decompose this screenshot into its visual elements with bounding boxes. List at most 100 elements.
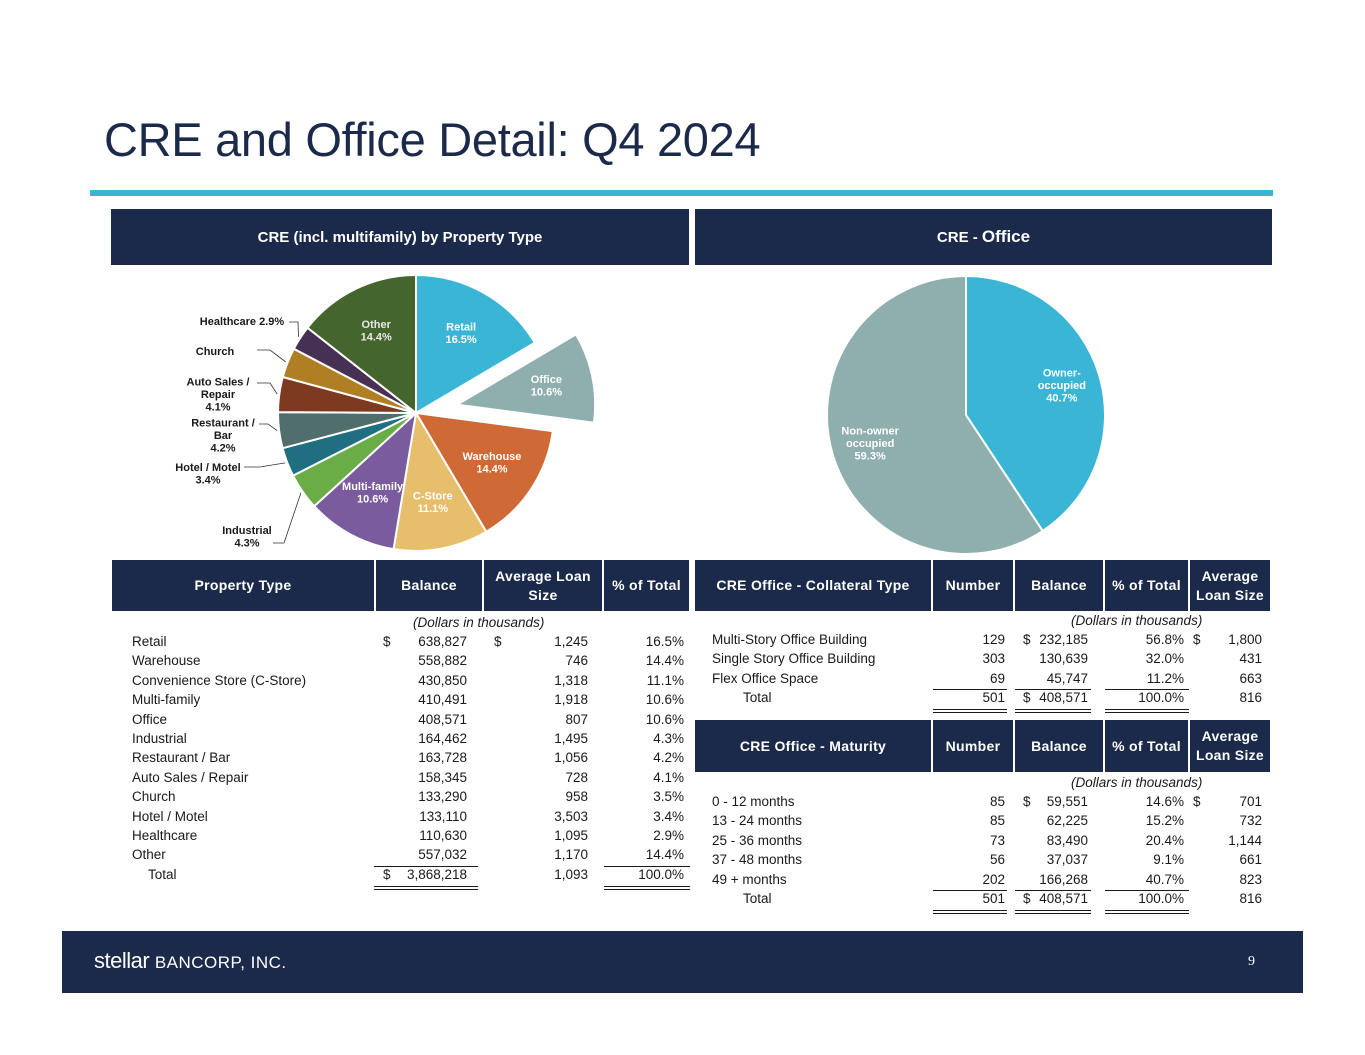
balance-cell: 408,571 — [1039, 690, 1088, 706]
right-panel-header: CRE - Office — [695, 209, 1272, 265]
pct-cell: 100.0% — [1138, 891, 1184, 906]
maturity-table-note: (Dollars in thousands) — [1071, 775, 1203, 790]
balance-double-underline — [1015, 910, 1091, 914]
currency-symbol: $ — [383, 634, 391, 649]
leader-line-auto-sales-repair — [257, 382, 278, 395]
row-label: 25 - 36 months — [712, 832, 803, 848]
pct-underline — [604, 865, 690, 867]
col-header-label: % of Total — [612, 577, 681, 593]
row-label: Restaurant / Bar — [132, 750, 231, 766]
col-header-average-loan-size: Average Loan Size — [1190, 720, 1270, 772]
balance-cell: 408,571 — [1039, 891, 1088, 906]
left-panel-header-text: CRE (incl. multifamily) by Property Type — [257, 228, 543, 246]
balance-cell: 130,639 — [1039, 651, 1088, 667]
pct-cell: 20.4% — [1145, 832, 1184, 848]
row-label: Hotel / Motel — [132, 808, 208, 824]
pie-label-industrial: Industrial 4.3% — [222, 525, 272, 550]
row-label: 0 - 12 months — [712, 794, 795, 809]
pie-slice-c-store — [392, 410, 488, 552]
leader-line-industrial — [273, 492, 302, 544]
col-header-pct-total: % of Total — [1105, 560, 1188, 611]
number-cell: 303 — [982, 651, 1005, 667]
col-header-label: Average Loan Size — [1195, 728, 1265, 763]
balance-cell: 62,225 — [1046, 813, 1088, 829]
balance-cell: 83,490 — [1046, 832, 1088, 848]
avg-loan-cell: 431 — [1239, 651, 1262, 667]
pct-underline — [1105, 689, 1189, 691]
balance-cell: 408,571 — [418, 711, 467, 727]
row-label: Warehouse — [132, 653, 201, 669]
col-header-label: % of Total — [1112, 577, 1181, 593]
balance-cell: 45,747 — [1046, 670, 1088, 686]
title-rule — [90, 190, 1273, 196]
pie-label-c-store: C-Store 11.1% — [413, 490, 453, 515]
leader-line-restaurant-bar — [259, 423, 278, 431]
balance-cell: 430,850 — [418, 672, 467, 688]
avg-loan-cell: 3,503 — [554, 808, 588, 824]
balance-cell: 557,032 — [418, 847, 467, 863]
col-header-collateral-type: CRE Office - Collateral Type — [695, 560, 931, 611]
number-cell: 85 — [989, 813, 1005, 829]
footer-bar — [62, 931, 1303, 993]
col-header-label: CRE Office - Collateral Type — [716, 577, 910, 593]
avg-loan-cell: 1,095 — [554, 828, 588, 843]
pie-slice-office — [454, 332, 597, 424]
pie-slice-warehouse — [414, 411, 554, 534]
avg-loan-cell: 732 — [1239, 813, 1262, 829]
page-title: CRE and Office Detail: Q4 2024 — [104, 113, 761, 166]
pie-label-auto-sales-repair: Auto Sales / Repair 4.1% — [187, 376, 250, 413]
row-label: Retail — [132, 634, 167, 649]
number-double-underline — [933, 910, 1007, 914]
col-header-label: Property Type — [194, 577, 292, 593]
pct-cell: 32.0% — [1145, 651, 1184, 667]
pie-label-hotel-motel: Hotel / Motel 3.4% — [175, 462, 240, 487]
logo-sub: BANCORP, INC. — [154, 953, 287, 972]
pie-label-retail: Retail 16.5% — [446, 322, 477, 347]
balance-cell: 558,882 — [418, 653, 467, 669]
pct-cell: 14.4% — [645, 847, 684, 863]
row-label: 49 + months — [712, 871, 787, 887]
avg-loan-cell: 816 — [1239, 891, 1262, 906]
row-label: Convenience Store (C-Store) — [132, 672, 307, 688]
pie-slice-other — [306, 273, 417, 416]
col-header-label: Number — [945, 737, 1001, 754]
left-table-note: (Dollars in thousands) — [413, 615, 545, 630]
col-header-label: Balance — [1031, 737, 1087, 754]
row-label: Church — [132, 789, 176, 805]
avg-loan-cell: 958 — [565, 789, 588, 805]
avg-loan-cell: 816 — [1239, 690, 1262, 706]
col-header-label: Balance — [401, 577, 457, 593]
balance-underline — [374, 865, 478, 867]
pct-cell: 11.2% — [1146, 670, 1184, 686]
pie-slice-retail — [415, 273, 537, 415]
total-label: Total — [743, 891, 772, 906]
pct-cell: 40.7% — [1145, 871, 1184, 887]
pct-cell: 15.2% — [1145, 813, 1184, 829]
currency-symbol: $ — [1193, 794, 1201, 809]
col-header-average-loan-size: Average Loan Size — [484, 560, 602, 611]
pct-cell: 11.1% — [646, 672, 684, 688]
avg-loan-cell: 661 — [1239, 852, 1262, 868]
pie-label-warehouse: Warehouse 14.4% — [463, 451, 522, 476]
balance-cell: 133,290 — [418, 789, 467, 805]
avg-loan-cell: 1,245 — [554, 634, 588, 649]
row-label: Auto Sales / Repair — [132, 769, 249, 785]
balance-cell: 133,110 — [419, 808, 467, 824]
avg-loan-cell: 1,144 — [1228, 832, 1262, 848]
balance-cell: 158,345 — [418, 769, 467, 785]
pct-cell: 4.2% — [653, 750, 684, 766]
leader-line-hotel-motel — [244, 462, 286, 468]
balance-cell: 37,037 — [1046, 852, 1088, 868]
pie-label-other: Other 14.4% — [361, 319, 392, 344]
row-label: Healthcare — [132, 828, 198, 843]
pct-cell: 10.6% — [645, 711, 684, 727]
total-label: Total — [148, 866, 177, 882]
pie-label-office: Office 10.6% — [531, 374, 562, 399]
col-header-property-type: Property Type — [112, 560, 374, 611]
number-cell: 202 — [982, 871, 1005, 887]
number-cell: 69 — [989, 670, 1005, 686]
pct-cell: 3.5% — [653, 789, 684, 805]
company-logo: stellar BANCORP, INC. — [94, 948, 287, 974]
row-label: Office — [132, 711, 168, 727]
